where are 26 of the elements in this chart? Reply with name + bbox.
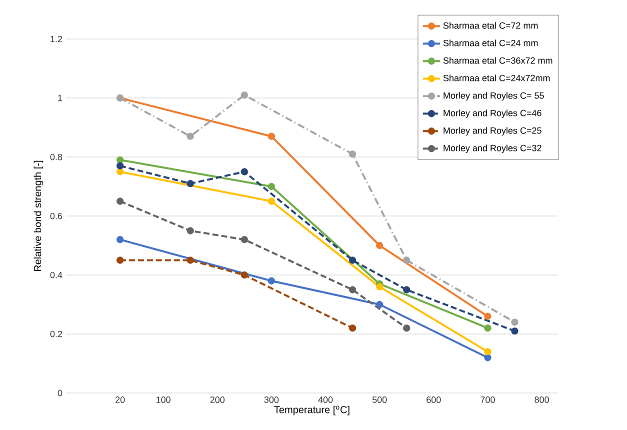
y-tick-label: 0 (58, 390, 62, 396)
legend-label: Morley and Royles C=32 (444, 144, 542, 154)
legend-label: Sharmaa etal C=24x72mm (443, 74, 550, 82)
x-tick-label: 600 (426, 396, 441, 403)
legend-label: Morley and Royles C=25 (444, 127, 542, 136)
y-tick-label: 0.6 (50, 212, 62, 220)
x-tick-label: 500 (372, 396, 387, 403)
x-tick-label: 400 (318, 396, 333, 403)
legend-label: Morley and Royles C= 55 (444, 92, 544, 101)
legend-label: Morley and Royles C=46 (444, 110, 542, 118)
y-axis-title: Relative bond strength [-] (34, 160, 44, 272)
legend-label: Sharmaa etal C=36x72 mm (443, 57, 552, 64)
x-tick-label: 700 (480, 396, 495, 403)
x-tick-label: 200 (210, 396, 225, 403)
y-tick-label: 0.2 (50, 330, 62, 338)
x-tick-label: 100 (156, 396, 170, 403)
x-tick-label: 20 (116, 396, 125, 403)
legend-label: Sharmaa etal C=24 mm (443, 40, 538, 46)
y-tick-label: 0.4 (50, 272, 62, 278)
y-tick-label: 1.2 (50, 36, 62, 42)
legend-label: Sharmaa etal C=72 mm (443, 22, 538, 29)
x-tick-label: 300 (264, 396, 279, 403)
x-tick-label: 800 (534, 396, 549, 403)
y-tick-label: 0.8 (50, 154, 62, 160)
x-axis-title: Temperature [$^{o}$C] (274, 406, 350, 416)
y-tick-label: 1 (58, 94, 62, 102)
